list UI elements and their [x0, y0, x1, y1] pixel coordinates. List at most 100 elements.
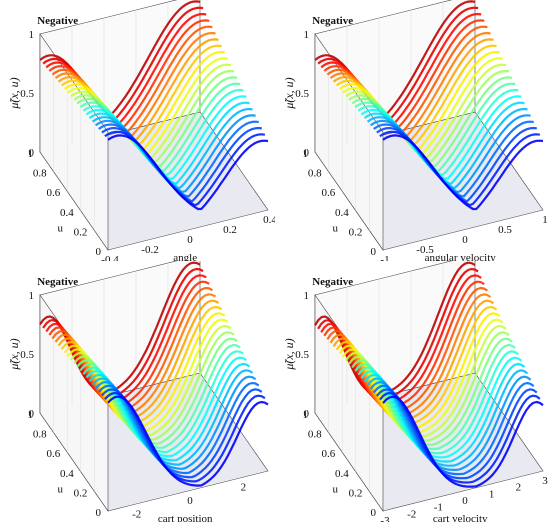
x-tick-label: 3: [542, 475, 548, 487]
z-tick-label: 0.5: [295, 349, 309, 361]
x-axis-label: angle: [173, 252, 197, 261]
x-tick-label: -0.2: [141, 244, 158, 256]
y-tick-label: 0.4: [60, 207, 74, 219]
x-tick-label: -2: [407, 508, 416, 520]
x-axis-label: angular velocity: [425, 252, 497, 261]
annotation-negative: Negative: [37, 276, 78, 288]
side-pane: [39, 33, 109, 251]
chart-angle-svg: -0.4-0.200.20.400.20.40.60.8100.51angleu…: [7, 0, 275, 261]
y-tick-label: 0.8: [308, 429, 322, 441]
z-tick-label: 0.5: [20, 88, 34, 100]
x-tick-label: 0.4: [263, 214, 275, 226]
y-tick-label: 0.2: [74, 226, 88, 238]
x-tick-label: 0: [187, 234, 193, 246]
surface-curve: [323, 280, 485, 409]
y-tick-label: 0.8: [308, 168, 322, 180]
surface-curve: [57, 299, 220, 420]
z-axis-label: μ̃(x, u): [282, 338, 296, 370]
x-tick-label: -3: [380, 515, 390, 522]
x-tick-label: 2: [241, 482, 247, 494]
x-tick-label: 1: [542, 214, 548, 226]
surface-curve: [357, 350, 519, 455]
y-tick-label: 0: [96, 507, 102, 519]
x-tick-label: 2: [516, 482, 522, 494]
chart-angle: -0.4 -0.2 0 0.2 0.4 0 0.2 0.4 0.6 0.8 1 0 0.5 1 angle u…: [0, 0, 275, 261]
y-tick-label: 0: [96, 246, 102, 258]
y-tick-label: 0.6: [321, 187, 335, 199]
surface-curve: [107, 395, 269, 487]
z-tick-label: 0: [304, 147, 310, 159]
y-axis-label: u: [332, 223, 338, 235]
y-tick-label: 1: [303, 148, 309, 160]
surface-curve: [354, 343, 516, 450]
z-tick-label: 0.5: [20, 349, 34, 361]
surface-curve: [351, 337, 513, 446]
x-axis-label: cart velocity: [433, 513, 488, 522]
surface: [314, 261, 544, 488]
side-pane: [39, 294, 109, 512]
y-tick-label: 0.2: [349, 226, 363, 238]
y-tick-label: 0: [371, 507, 377, 519]
surface: [314, 0, 544, 211]
surface-curve: [382, 134, 544, 211]
annotation-negative: Negative: [312, 15, 353, 27]
surface-curve: [60, 305, 223, 424]
y-tick-label: 0.4: [335, 468, 349, 480]
side-pane: [314, 33, 384, 251]
chart-cart-velocity: -3 -2 -1 0 1 2 3 0 0.2 0.4 0.6 0.8 1 0 0.5 1 cart veloci…: [275, 261, 550, 522]
y-axis-label: u: [57, 484, 63, 496]
z-tick-label: 1: [29, 29, 35, 41]
y-tick-label: 0.6: [46, 187, 60, 199]
annotation-negative: Negative: [312, 276, 353, 288]
y-tick-label: 1: [28, 409, 34, 421]
y-tick-label: 0.2: [349, 487, 363, 499]
x-tick-label: 1: [489, 488, 495, 500]
y-tick-label: 0.4: [335, 207, 349, 219]
surface: [39, 261, 269, 487]
surface: [39, 0, 269, 211]
surface-curve: [107, 134, 269, 211]
surface-curve: [320, 274, 482, 404]
x-tick-label: 0: [187, 495, 193, 507]
x-tick-label: -0.5: [416, 244, 434, 256]
z-tick-label: 0: [29, 408, 35, 420]
z-axis-label: μ̃(x, u): [7, 77, 21, 109]
y-tick-label: 0.2: [74, 487, 88, 499]
z-tick-label: 1: [304, 29, 310, 41]
y-tick-label: 0.6: [321, 448, 335, 460]
z-tick-label: 0.5: [295, 88, 309, 100]
surface-curve: [382, 395, 544, 488]
y-tick-label: 1: [28, 148, 34, 160]
x-tick-label: 0.5: [498, 224, 512, 236]
z-axis-label: μ̃(x, u): [7, 338, 21, 370]
x-tick-label: 0.2: [223, 224, 237, 236]
surface-curve: [348, 331, 510, 442]
y-tick-label: 0.8: [33, 168, 47, 180]
x-tick-label: 0: [462, 234, 468, 246]
chart-cart-position: -2 0 2 0 0.2 0.4 0.6 0.8 1 0 0.5 1 cart position u μ̃(…: [0, 261, 275, 522]
x-tick-label: -1: [434, 502, 443, 514]
z-tick-label: 0: [304, 408, 310, 420]
y-tick-label: 0.8: [33, 429, 47, 441]
x-tick-label: -0.4: [101, 254, 119, 261]
axes-labels: -0.4-0.200.20.400.20.40.60.8100.51angleu…: [7, 15, 275, 261]
x-tick-label: -2: [132, 508, 141, 520]
axes-box: [39, 261, 269, 512]
y-tick-label: 0: [371, 246, 377, 258]
z-tick-label: 1: [29, 290, 35, 302]
x-tick-label: 0: [462, 495, 468, 507]
y-tick-label: 1: [303, 409, 309, 421]
y-tick-label: 0.6: [46, 448, 60, 460]
z-tick-label: 1: [304, 290, 310, 302]
z-axis-label: μ̃(x, u): [282, 77, 296, 109]
chart-angular-velocity: -1 -0.5 0 0.5 1 0 0.2 0.4 0.6 0.8 1 0 0.5 1 angular ve…: [275, 0, 550, 261]
x-tick-label: -1: [380, 254, 389, 261]
surface-curve: [329, 293, 492, 417]
y-axis-label: u: [332, 484, 338, 496]
y-tick-label: 0.4: [60, 468, 74, 480]
